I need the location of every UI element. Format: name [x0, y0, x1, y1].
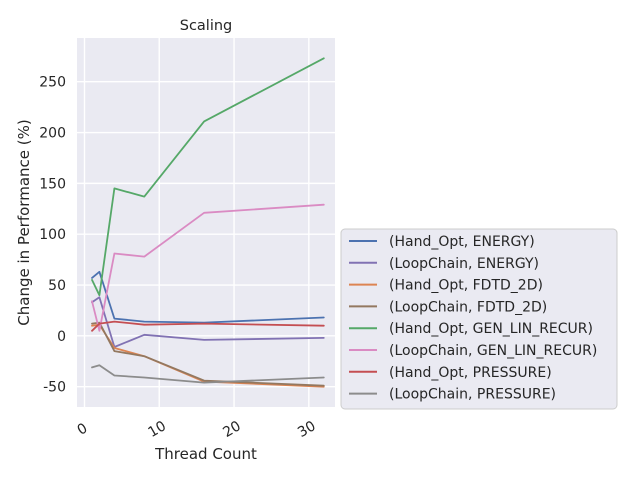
x-axis-label: Thread Count [154, 445, 257, 463]
legend-entry: (Hand_Opt, ENERGY) [389, 234, 535, 250]
y-axis-ticks: -50 0 50 100 150 200 250 [39, 75, 66, 396]
x-tick-label: 0 [75, 420, 91, 438]
legend: (Hand_Opt, ENERGY) (LoopChain, ENERGY) (Ha… [340, 228, 618, 410]
series-line [91, 296, 325, 348]
legend-entry: (LoopChain, FDTD_2D) [389, 299, 547, 315]
x-tick-label: 30 [295, 418, 318, 441]
y-tick-label: 0 [57, 329, 66, 345]
legend-entry: (LoopChain, PRESSURE) [389, 387, 556, 403]
series-line [91, 320, 325, 332]
legend-entry: (LoopChain, ENERGY) [389, 256, 539, 272]
legend-entry: (Hand_Opt, GEN_LIN_RECUR) [389, 321, 593, 337]
y-tick-label: -50 [43, 380, 66, 396]
legend-entry: (LoopChain, GEN_LIN_RECUR) [389, 343, 597, 359]
series-line [91, 57, 325, 297]
y-tick-label: 250 [39, 75, 66, 91]
series-line [91, 364, 325, 384]
x-tick-label: 10 [146, 418, 169, 441]
x-tick-label: 20 [220, 418, 243, 441]
y-axis-label: Change in Performance (%) [15, 119, 33, 325]
y-tick-label: 150 [39, 176, 66, 192]
grid-lines [77, 38, 335, 407]
legend-entry: (Hand_Opt, FDTD_2D) [389, 278, 543, 294]
series-line [91, 270, 325, 324]
y-tick-label: 100 [39, 227, 66, 243]
legend-entry: (Hand_Opt, PRESSURE) [389, 365, 552, 381]
series-layer [91, 57, 325, 388]
y-tick-label: 50 [48, 278, 66, 294]
y-tick-label: 200 [39, 126, 66, 142]
legend-frame [340, 228, 618, 410]
chart-title: Scaling [180, 18, 233, 34]
x-axis-ticks: 0 10 20 30 [75, 418, 319, 441]
